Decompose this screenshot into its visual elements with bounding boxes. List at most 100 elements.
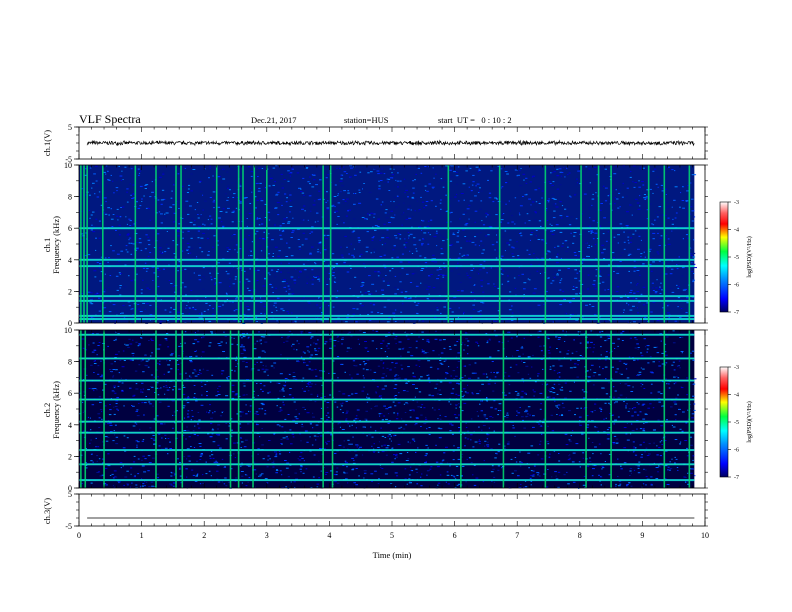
time-tick-label: 8 (578, 531, 582, 540)
ch2-spectrogram-ytick-label: 4 (68, 421, 72, 430)
time-tick-label: 1 (140, 531, 144, 540)
ch2-spectrogram-burst (229, 330, 232, 488)
time-tick-label: 6 (453, 531, 457, 540)
start-ut-label: start UT = 0 : 10 : 2 (438, 115, 512, 125)
ch1-spectrogram-burst (134, 165, 137, 323)
ch1-waveform-panel: 5 -5 (65, 123, 708, 164)
ch2-spectrogram-ytick-label: 0 (68, 484, 72, 493)
ch1-spectrogram-ytick-label: 2 (68, 287, 72, 296)
ch1-spec-ylabel-channel: ch.1 (42, 238, 52, 252)
ch2-spectrogram-band-core (79, 479, 695, 481)
colorbar-ch1-label: log(PSD)(V²/Hz) (746, 236, 753, 277)
ch1-spectrogram-burst (329, 165, 332, 323)
ch1-spectrogram-burst (498, 165, 501, 323)
ch1-spectrogram-ytick-label: 8 (68, 193, 72, 202)
ch2-spectrogram-burst (663, 330, 666, 488)
colorbar-ch2-label: log(PSD)(V²/Hz) (746, 401, 753, 442)
ch2-spectrogram-burst (84, 330, 87, 488)
ch3-waveform-panel: 5 -5 (65, 490, 708, 531)
ch2-spectrogram-burst (175, 330, 177, 488)
ch1-spectrogram-burst (544, 165, 547, 323)
ch1-spectrogram-burst (688, 165, 691, 323)
colorbar-ch2-tick-label: -5 (734, 420, 739, 426)
ch2-spectrogram-burst (80, 330, 82, 488)
colorbar-ch1-tick-label: -4 (734, 228, 739, 234)
ch1-spectrogram-burst (86, 165, 88, 323)
ch1-spectrogram-band-core (79, 295, 695, 297)
ch1-spectrogram-burst (580, 165, 582, 323)
ch1-spectrogram-panel: 0 2 4 6 8 10 (64, 161, 708, 328)
ch2-spectrogram-band-core (79, 380, 695, 382)
ch1-waveform-ytick-label: -5 (65, 155, 72, 164)
colorbar-ch1-tick-label: -7 (734, 310, 739, 316)
ch2-spectrogram-burst (181, 330, 184, 488)
ch2-spectrogram-burst (585, 330, 587, 488)
time-tick-label: 2 (202, 531, 206, 540)
ch1-waveform-ytick-label: 5 (68, 123, 72, 132)
ch2-spectrogram-burst (322, 330, 324, 488)
ch2-spectrogram-band-core (79, 463, 695, 465)
time-tick-label: 5 (390, 531, 394, 540)
colorbar-ch1: -3 -4 -5 -6 -7 log(PSD)(V²/Hz) (719, 200, 753, 316)
ch1-spectrogram-burst (180, 165, 182, 323)
ch1-spectrogram-burst (215, 165, 218, 323)
figure-title: VLF Spectra (79, 112, 141, 126)
ch1-spectrogram-ytick-label: 0 (68, 319, 72, 328)
ch1-spectrogram-background (79, 165, 695, 323)
ch1-waveform-ylabel: ch.1(V) (42, 130, 52, 156)
ch2-spectrogram-burst (460, 330, 462, 488)
ch1-waveform-trace (86, 139, 695, 147)
ch1-spectrogram-burst (83, 165, 85, 323)
ch1-spectrogram-burst (266, 165, 268, 323)
ch2-spectrogram-band-core (79, 432, 695, 434)
ch2-spec-ylabel-channel: ch.2 (42, 403, 52, 417)
ch1-spectrogram-burst (597, 165, 600, 323)
colorbar-ch2-gradient (719, 366, 729, 478)
ch2-spectrogram-burst (502, 330, 505, 488)
ch1-spectrogram-ytick-label: 10 (64, 161, 72, 170)
colorbar-ch1-gradient (719, 201, 729, 313)
colorbar-ch1-tick-label: -6 (734, 283, 739, 289)
ch2-spectrogram-band-core (79, 357, 695, 359)
ch2-spectrogram-burst (544, 330, 547, 488)
ch2-spectrogram-burst (103, 330, 105, 488)
ch1-spectrogram-burst (647, 165, 650, 323)
date-label: Dec.21, 2017 (251, 115, 297, 125)
ch2-spectrogram-ytick-label: 2 (68, 452, 72, 461)
ch3-waveform-ytick-label: 5 (68, 490, 72, 499)
ch1-spectrogram-burst (80, 165, 82, 323)
colorbar-ch2: -3 -4 -5 -6 -7 log(PSD)(V²/Hz) (719, 365, 753, 481)
station-label: station=HUS (344, 115, 389, 125)
ch1-spectrogram-band-core (79, 300, 695, 302)
ch1-spectrogram-band-core (79, 265, 695, 267)
time-tick-label: 9 (640, 531, 644, 540)
ch1-spectrogram-burst (242, 165, 244, 323)
ch2-spectrogram-panel: 0 2 4 6 8 10 (64, 326, 708, 493)
time-tick-label: 7 (515, 531, 519, 540)
colorbar-ch2-tick-label: -6 (734, 448, 739, 454)
ch2-spectrogram-band-core (79, 449, 695, 451)
ch1-spec-ylabel-frequency: Frequency (kHz) (51, 216, 61, 274)
time-tick-label: 4 (327, 531, 331, 540)
ch1-spectrogram-burst (237, 165, 240, 323)
ch1-spectrogram-ytick-label: 6 (68, 224, 72, 233)
ch2-spectrogram-burst (155, 330, 157, 488)
ch1-spectrogram-band-core (79, 227, 695, 229)
colorbar-ch2-tick-label: -3 (734, 365, 739, 371)
ch2-spectrogram-ytick-label: 6 (68, 389, 72, 398)
colorbar-ch2-tick-label: -4 (734, 393, 739, 399)
colorbar-ch1-tick-label: -3 (734, 200, 739, 206)
ch1-spectrogram-burst (322, 165, 324, 323)
ch1-spectrogram-burst (155, 165, 157, 323)
ch2-spectrogram-burst (252, 330, 254, 488)
ch2-spectrogram-burst (331, 330, 334, 488)
time-axis: 0 1 2 3 4 5 6 7 8 9 10 (77, 531, 709, 540)
ch1-spectrogram-burst (175, 165, 177, 323)
ch1-spectrogram-burst (253, 165, 256, 323)
time-tick-label: 3 (265, 531, 269, 540)
colorbar-ch1-tick-label: -5 (734, 255, 739, 261)
time-tick-label: 0 (77, 531, 81, 540)
ch1-spectrogram-burst (447, 165, 450, 323)
ch1-spectrogram-burst (101, 165, 104, 323)
